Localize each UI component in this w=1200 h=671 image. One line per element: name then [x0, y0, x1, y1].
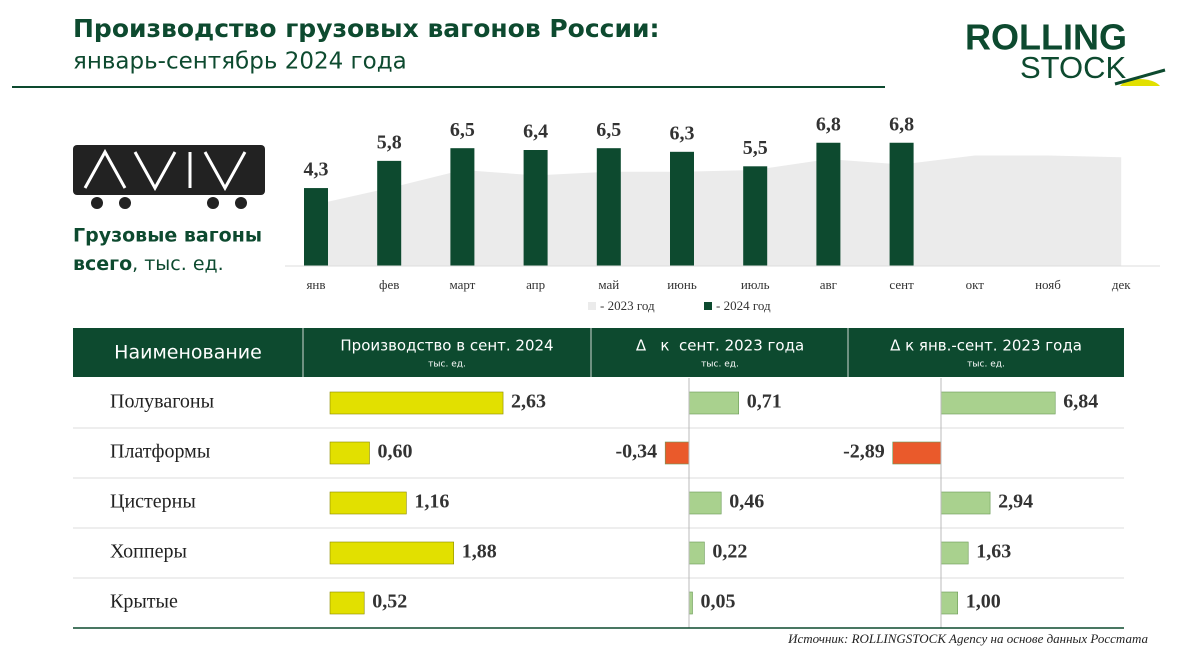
table-value: 2,63: [511, 391, 546, 413]
x-tick-label: авг: [820, 277, 837, 292]
value-label: 4,3: [304, 159, 329, 181]
table-bar: [329, 391, 504, 415]
bar: [743, 166, 768, 266]
table-bar: [329, 441, 370, 465]
table-bar: [688, 491, 722, 515]
table-value: 1,88: [462, 541, 497, 563]
legend-swatch: [704, 302, 712, 310]
column-unit: тыс. ед.: [967, 360, 1005, 370]
table-value: 0,46: [729, 491, 764, 513]
bar: [816, 142, 841, 266]
value-label: 5,8: [377, 131, 402, 153]
subtitle: январь-сентябрь 2024 года: [73, 49, 407, 75]
row-name: Полувагоны: [110, 391, 214, 413]
x-tick-label: сент: [889, 277, 914, 292]
table-value: 0,71: [747, 391, 782, 413]
table-bar: [664, 441, 690, 465]
bar: [889, 142, 914, 266]
table-value: 0,52: [372, 591, 407, 613]
table-value: 1,16: [414, 491, 449, 513]
bar: [304, 188, 328, 266]
x-tick-label: март: [449, 277, 475, 292]
table-bar: [940, 541, 969, 565]
logo: STOCK: [1020, 50, 1127, 85]
value-label: 6,8: [816, 113, 841, 135]
value-label: 6,4: [523, 121, 548, 143]
table-value: 0,22: [712, 541, 747, 563]
chart-label: всего, тыс. ед.: [73, 253, 224, 275]
bar: [377, 160, 402, 266]
table-bar: [329, 491, 407, 515]
chart-label: , тыс. ед.: [132, 253, 224, 275]
x-tick-label: июнь: [667, 277, 697, 292]
table-bar: [329, 541, 455, 565]
x-tick-label: май: [598, 277, 619, 292]
wagon-icon: [73, 145, 265, 209]
x-tick-label: фев: [379, 277, 399, 292]
source: Источник: ROLLINGSTOCK Agency на основе …: [787, 631, 1148, 646]
column-unit: тыс. ед.: [701, 360, 739, 370]
logo-track: [1114, 68, 1166, 86]
legend-swatch: [588, 302, 596, 310]
row-name: Платформы: [110, 441, 210, 463]
table-bar: [940, 391, 1056, 415]
row-name: Цистерны: [110, 491, 196, 513]
table-bar: [940, 491, 991, 515]
table-bar: [329, 591, 365, 615]
table-header: [73, 328, 1124, 377]
chart-label: Грузовые вагоны: [73, 225, 262, 247]
table-bar: [688, 391, 740, 415]
column-title: Δ к янв.-сент. 2023 года: [890, 337, 1082, 355]
legend-label: - 2023 год: [600, 298, 655, 313]
bar: [450, 148, 475, 266]
table-bar: [940, 591, 959, 615]
table-value: 1,00: [966, 591, 1001, 613]
area-2023: [316, 155, 1122, 266]
x-tick-label: апр: [526, 277, 545, 292]
logo: ROLLING: [965, 17, 1127, 58]
table-bar: [688, 541, 705, 565]
x-tick-label: нояб: [1035, 277, 1061, 292]
x-tick-label: янв: [306, 277, 325, 292]
column-title: Наименование: [114, 342, 262, 364]
value-label: 5,5: [743, 137, 768, 159]
row-name: Крытые: [110, 591, 178, 613]
table-value: -0,34: [616, 441, 658, 463]
value-label: 6,5: [450, 119, 475, 141]
row-name: Хопперы: [110, 541, 187, 563]
title: Производство грузовых вагонов России:: [73, 14, 660, 43]
table-value: 0,05: [701, 591, 736, 613]
value-label: 6,3: [670, 122, 695, 144]
bar: [523, 150, 548, 266]
chart-label: всего: [73, 253, 132, 275]
legend-label: - 2024 год: [716, 298, 771, 313]
table-value: 6,84: [1063, 391, 1098, 413]
x-tick-label: июль: [741, 277, 770, 292]
table-value: 0,60: [377, 441, 412, 463]
column-title: Производство в сент. 2024: [340, 337, 553, 355]
x-tick-label: дек: [1112, 277, 1131, 292]
table-value: 2,94: [998, 491, 1033, 513]
bar: [596, 148, 621, 266]
x-tick-label: окт: [966, 277, 985, 292]
column-unit: тыс. ед.: [428, 360, 466, 370]
table-value: 1,63: [976, 541, 1011, 563]
bar: [670, 151, 694, 266]
table-bar: [688, 591, 693, 615]
value-label: 6,5: [596, 119, 621, 141]
table-bar: [892, 441, 942, 465]
value-label: 6,8: [889, 113, 914, 135]
table-value: -2,89: [843, 441, 885, 463]
column-title: Δ к сент. 2023 года: [636, 337, 804, 355]
